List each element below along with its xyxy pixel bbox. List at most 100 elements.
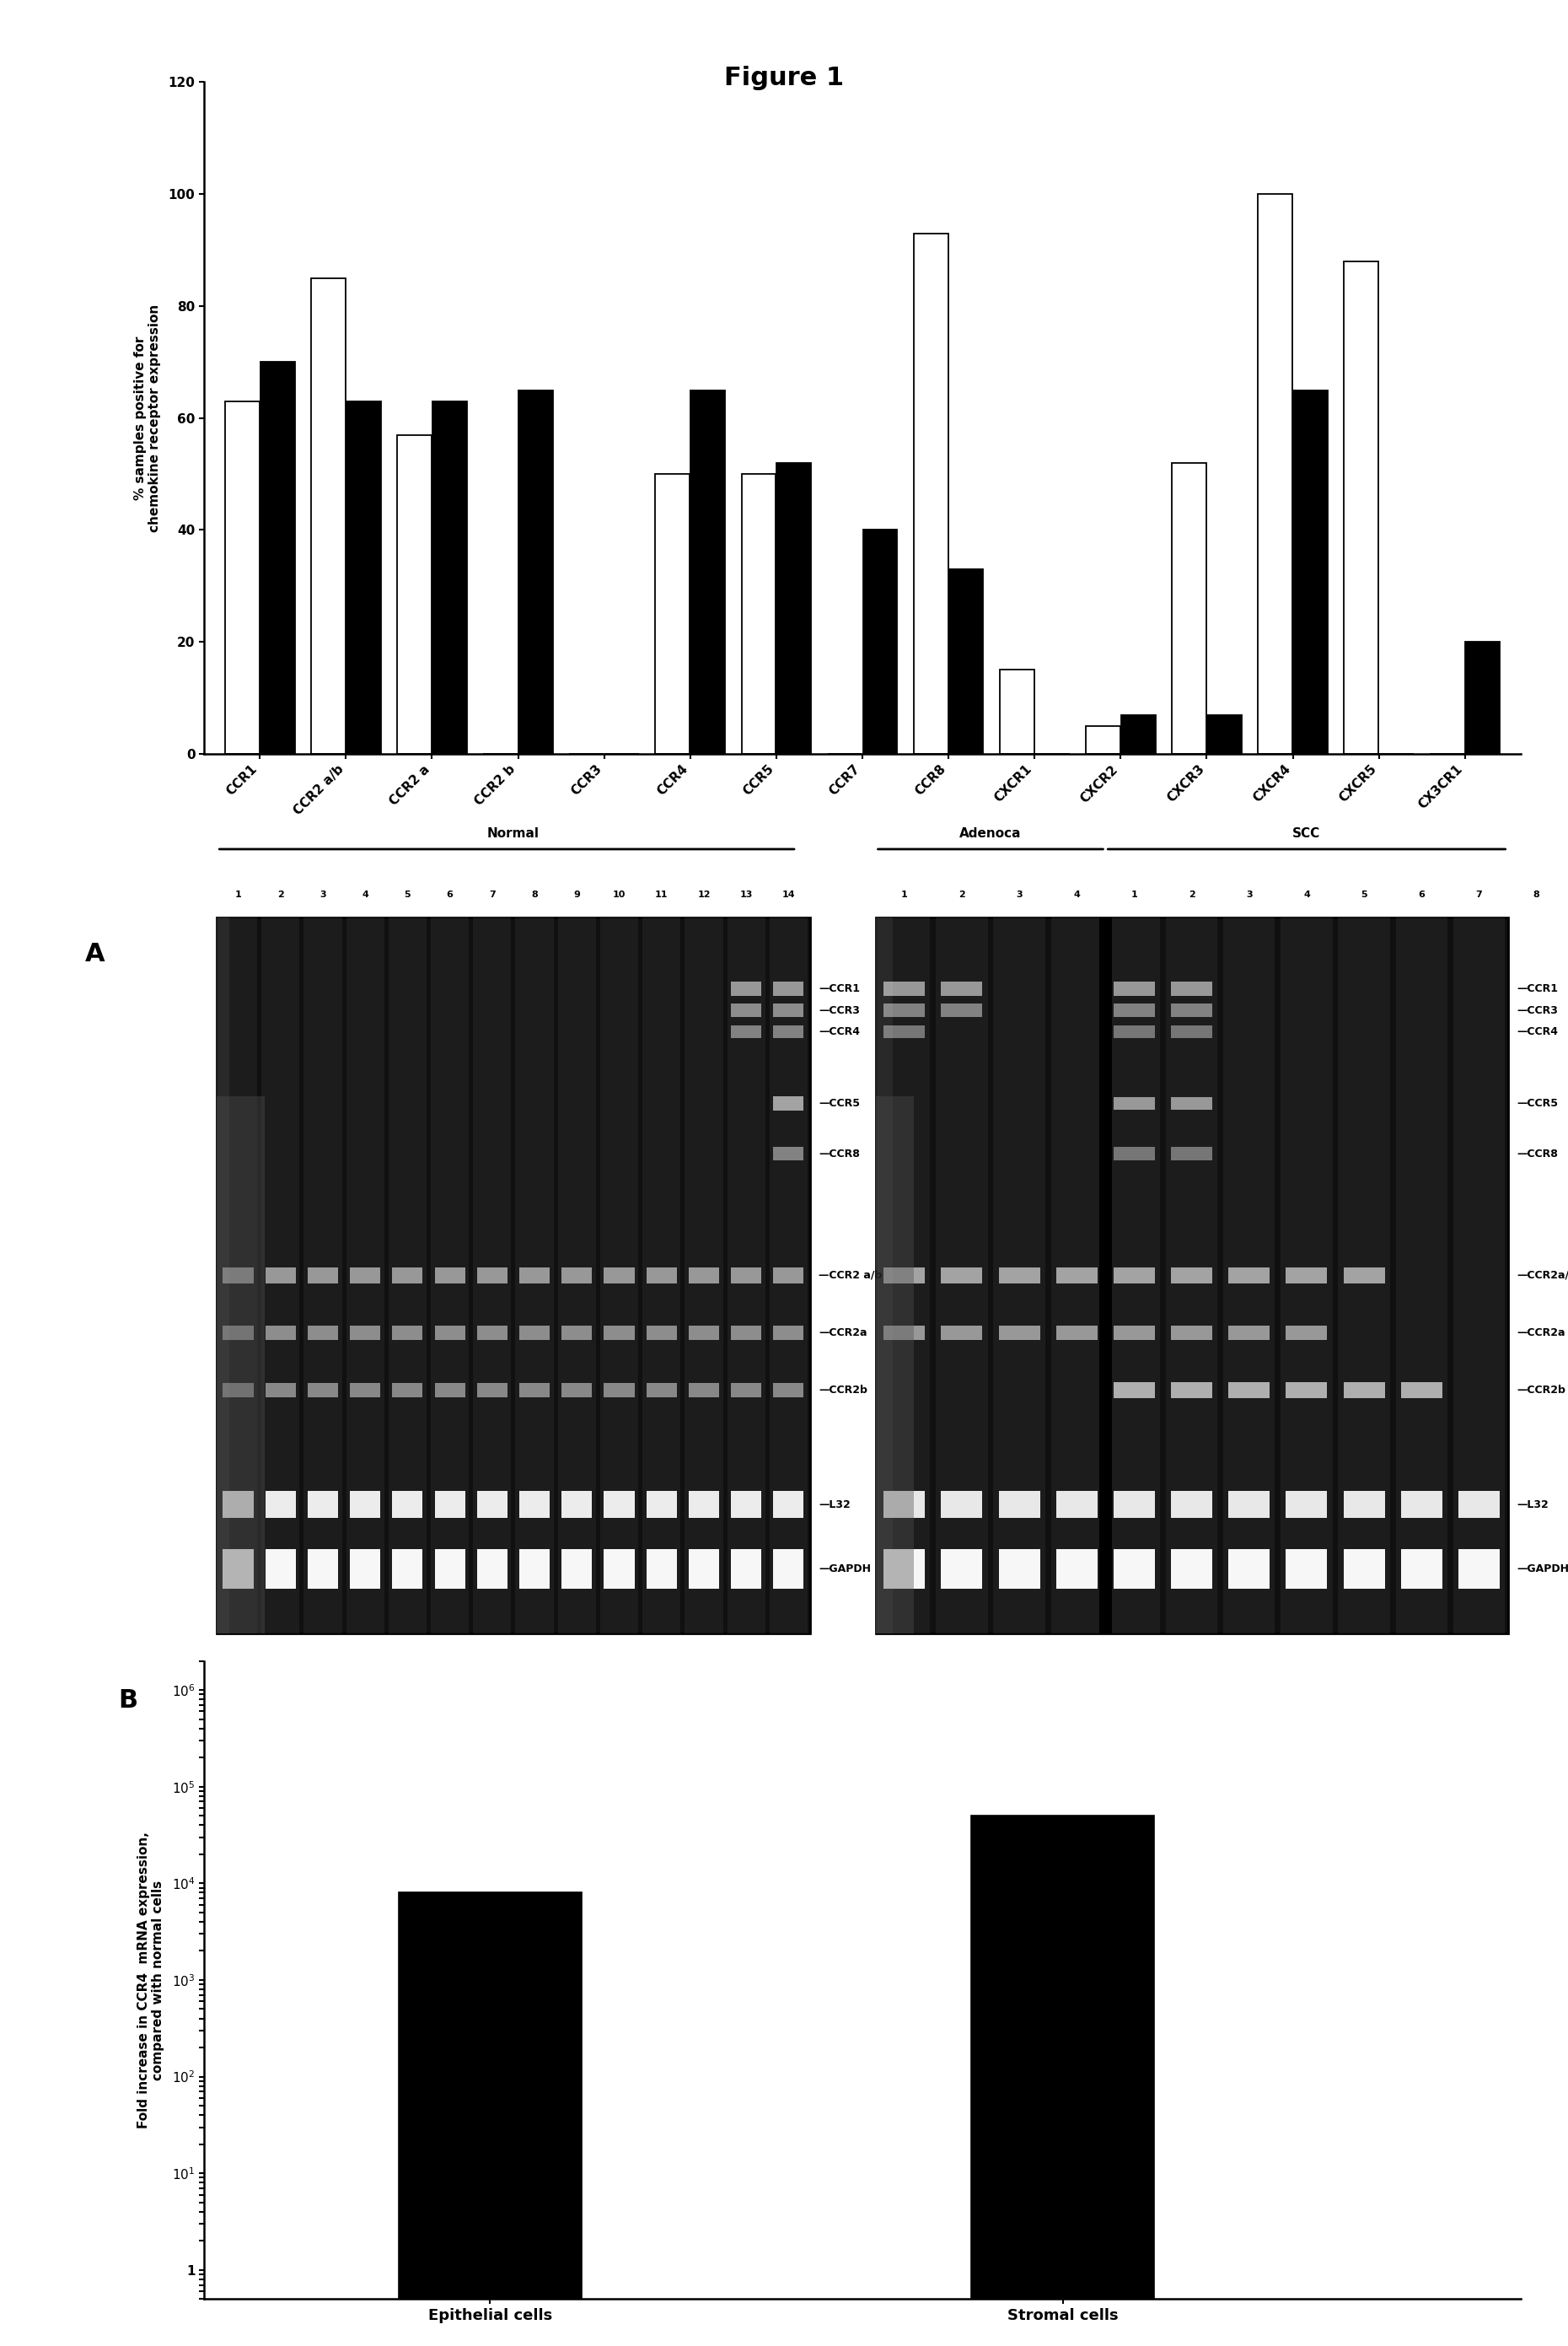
Bar [223, 1382, 254, 1398]
Bar [994, 917, 1046, 1633]
Bar [878, 917, 930, 1633]
Bar [265, 1267, 296, 1283]
Bar [398, 1893, 582, 2346]
Bar [350, 1492, 381, 1518]
Bar [519, 1325, 550, 1340]
Bar [347, 401, 381, 753]
Bar [728, 917, 765, 1633]
Bar [1113, 981, 1156, 997]
Bar [688, 1492, 720, 1518]
Bar [304, 917, 342, 1633]
Bar [1400, 1548, 1443, 1588]
Bar [776, 462, 811, 753]
Bar [477, 1382, 508, 1398]
Bar [1171, 462, 1206, 753]
Bar [688, 1325, 720, 1340]
Bar [914, 232, 949, 753]
Bar [392, 1492, 423, 1518]
Bar [731, 1492, 762, 1518]
Bar [875, 917, 892, 1633]
Bar [1171, 1492, 1212, 1518]
Bar [265, 1548, 296, 1588]
Bar [397, 434, 431, 753]
Bar [731, 1004, 762, 1016]
Bar [604, 1325, 635, 1340]
Bar [434, 1267, 466, 1283]
Bar [1344, 1492, 1385, 1518]
Bar [936, 917, 988, 1633]
Bar [1258, 195, 1292, 753]
Bar [392, 1325, 423, 1340]
Bar [350, 1548, 381, 1588]
Bar [1113, 1325, 1156, 1340]
Bar [1171, 1025, 1212, 1039]
Bar [999, 1267, 1040, 1283]
Bar [604, 1548, 635, 1588]
Bar [1228, 1325, 1270, 1340]
Bar [265, 1325, 296, 1340]
Bar [310, 279, 345, 753]
Text: —CCR3: —CCR3 [1516, 1004, 1559, 1016]
Bar [1109, 917, 1160, 1633]
Text: B: B [118, 1689, 138, 1713]
Bar [561, 1325, 593, 1340]
Bar [941, 1492, 983, 1518]
Bar [685, 917, 723, 1633]
Bar [1085, 725, 1120, 753]
Bar [1400, 1382, 1443, 1398]
Bar [690, 389, 724, 753]
Text: —CCR3: —CCR3 [818, 1004, 861, 1016]
Bar [643, 917, 681, 1633]
Bar [773, 981, 804, 997]
Bar [1055, 1548, 1098, 1588]
Bar [350, 1325, 381, 1340]
Text: 7: 7 [489, 891, 495, 899]
Bar [1466, 643, 1501, 753]
Bar [1286, 1267, 1328, 1283]
Text: SCC: SCC [1292, 828, 1320, 840]
Bar [1344, 260, 1378, 753]
Bar [216, 917, 229, 1633]
Bar [350, 1267, 381, 1283]
Bar [434, 1382, 466, 1398]
Bar [999, 1325, 1040, 1340]
Bar [1171, 1004, 1212, 1016]
Bar [688, 1382, 720, 1398]
Bar [561, 1548, 593, 1588]
Text: 11: 11 [655, 891, 668, 899]
Text: —GAPDH: —GAPDH [818, 1565, 872, 1574]
Bar [773, 1025, 804, 1039]
Bar [875, 1096, 914, 1633]
Text: Adenoca: Adenoca [960, 828, 1021, 840]
Bar [265, 1382, 296, 1398]
Bar [1051, 917, 1102, 1633]
Bar [731, 981, 762, 997]
Bar [1055, 1492, 1098, 1518]
Bar [558, 917, 596, 1633]
Bar [773, 1147, 804, 1159]
Bar [1223, 917, 1275, 1633]
Bar [561, 1492, 593, 1518]
Text: —CCR5: —CCR5 [1516, 1098, 1559, 1110]
Bar [688, 1548, 720, 1588]
Bar [941, 1548, 983, 1588]
Y-axis label: Fold increase in CCR4  mRNA expression,
compared with normal cells: Fold increase in CCR4 mRNA expression, c… [138, 1832, 165, 2128]
Text: —CCR8: —CCR8 [818, 1147, 861, 1159]
Text: 4: 4 [1303, 891, 1309, 899]
Bar [561, 1382, 593, 1398]
Bar [884, 1004, 925, 1016]
Bar [389, 917, 426, 1633]
Bar [220, 917, 257, 1633]
Bar [307, 1548, 339, 1588]
Text: 1: 1 [902, 891, 908, 899]
Bar [519, 389, 554, 753]
Bar [1207, 716, 1242, 753]
Text: 8: 8 [1534, 891, 1540, 899]
Bar [224, 401, 259, 753]
Bar [731, 1382, 762, 1398]
Bar [1294, 389, 1328, 753]
Bar [742, 474, 776, 753]
Bar [1113, 1025, 1156, 1039]
Bar [941, 1004, 983, 1016]
Bar [1171, 981, 1212, 997]
